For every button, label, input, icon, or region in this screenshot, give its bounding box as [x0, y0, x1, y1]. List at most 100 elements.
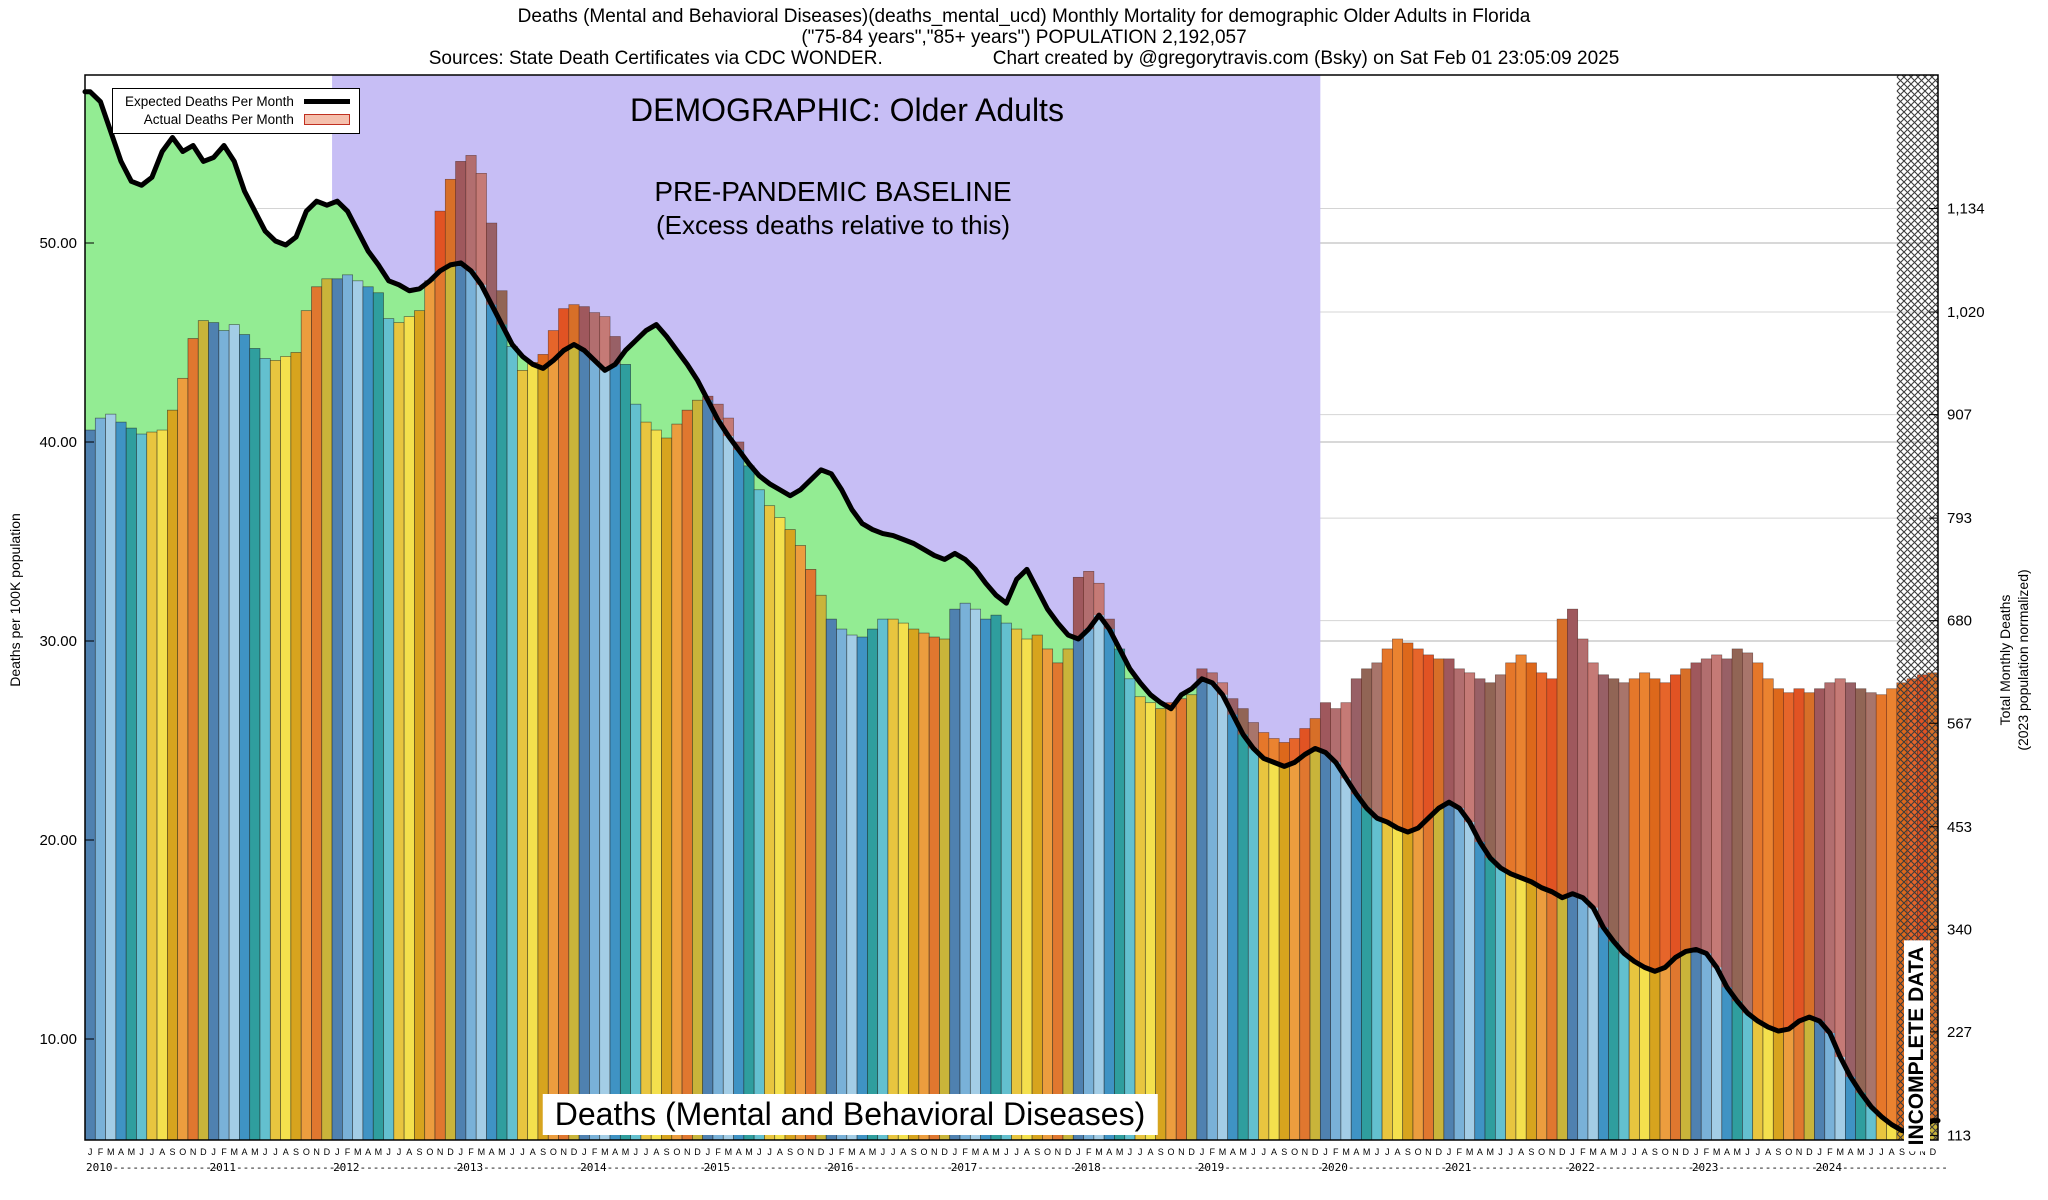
month-letter: S [1899, 1147, 1905, 1157]
bar [1011, 628, 1023, 1141]
month-letter: O [1909, 1147, 1916, 1157]
month-letter: N [1055, 1147, 1062, 1157]
excess-overlay [1227, 698, 1238, 715]
excess-overlay [1371, 662, 1383, 819]
month-letter: S [293, 1147, 299, 1157]
bar [671, 423, 683, 1141]
excess-overlay [1454, 668, 1465, 809]
excess-overlay [1752, 662, 1763, 1022]
expected-line-swatch [303, 98, 350, 104]
month-letter: A [1600, 1147, 1606, 1157]
excess-overlay [1660, 682, 1671, 968]
month-letter: J [767, 1147, 772, 1157]
bar [887, 618, 899, 1141]
bar [897, 622, 909, 1141]
excess-overlay [1783, 692, 1794, 1030]
bar [784, 529, 796, 1141]
excess-overlay [1649, 678, 1661, 972]
month-letter: S [540, 1147, 546, 1157]
bar [1052, 662, 1064, 1141]
bar [949, 608, 961, 1141]
bar [218, 330, 230, 1141]
excess-overlay [1207, 672, 1218, 683]
month-letter: A [777, 1147, 783, 1157]
month-letter: M [1713, 1147, 1721, 1157]
bar [372, 292, 384, 1141]
bar [558, 308, 570, 1141]
excess-overlay [1505, 662, 1516, 874]
month-letter: J [644, 1147, 649, 1157]
month-letter: J [1622, 1147, 1627, 1157]
bar [156, 429, 168, 1141]
sources-note: Sources: State Death Certificates via CD… [428, 48, 883, 69]
expected-line [82, 89, 1941, 1136]
month-letter: A [653, 1147, 659, 1157]
month-letter: M [869, 1147, 877, 1157]
month-letter: M [1466, 1147, 1474, 1157]
month-letter: J [706, 1147, 711, 1157]
month-letter: J [458, 1147, 463, 1157]
excess-overlay [496, 290, 508, 325]
month-letter: N [1549, 1147, 1556, 1157]
month-letter: J [1756, 1147, 1761, 1157]
left-axis-tick: 40.00 [39, 434, 77, 451]
excess-overlay [1824, 682, 1836, 1034]
excess-overlay [1073, 577, 1084, 640]
bar [1031, 634, 1043, 1141]
month-letter: J [1509, 1147, 1514, 1157]
bar [722, 417, 734, 1141]
excess-overlay [1876, 694, 1887, 1117]
right-axis-tick: 793 [1947, 510, 1972, 527]
left-axis-tick: 30.00 [39, 633, 77, 650]
month-letter: M [498, 1147, 506, 1157]
excess-overlay [1690, 662, 1702, 950]
year-label: 2017---------------- [951, 1161, 1083, 1174]
excess-overlay [445, 179, 456, 265]
bar [496, 290, 508, 1141]
month-letter: M [1610, 1147, 1618, 1157]
bar [208, 322, 220, 1141]
excess-overlay [1804, 692, 1815, 1018]
month-letter: M [848, 1147, 856, 1157]
bar [836, 628, 848, 1141]
month-letter: J [263, 1147, 268, 1157]
month-letter: A [612, 1147, 618, 1157]
bar [311, 286, 323, 1141]
chart-title: Deaths (Mental and Behavioral Diseases)(… [517, 6, 1531, 27]
bar [815, 594, 827, 1141]
excess-overlay [1299, 728, 1311, 755]
month-letter: J [335, 1147, 340, 1157]
excess-overlay [476, 173, 487, 285]
year-label: 2013---------------- [457, 1161, 589, 1174]
bar [1042, 648, 1054, 1141]
bar [712, 403, 724, 1141]
excess-overlay [1773, 688, 1784, 1032]
month-letter: O [550, 1147, 557, 1157]
excess-overlay [1515, 654, 1527, 878]
month-letter: J [397, 1147, 402, 1157]
month-letter: F [1580, 1147, 1586, 1157]
excess-overlay [1237, 708, 1249, 735]
bar [568, 304, 580, 1141]
excess-overlay [1814, 688, 1825, 1022]
bottom-series-label: Deaths (Mental and Behavioral Diseases) [542, 1094, 1158, 1135]
right-axis-tick: 113 [1947, 1127, 1971, 1144]
bar [753, 489, 765, 1141]
month-letter: J [1200, 1147, 1205, 1157]
excess-overlay [1587, 662, 1599, 908]
bar [517, 370, 529, 1141]
month-letter: J [88, 1147, 93, 1157]
excess-overlay [1196, 668, 1208, 679]
bar [918, 632, 930, 1141]
excess-overlay [1577, 639, 1588, 898]
bar [1114, 648, 1126, 1141]
month-letter: J [139, 1147, 144, 1157]
bar [393, 322, 405, 1141]
month-letter: O [426, 1147, 433, 1157]
baseline-annotation-line1: PRE-PANDEMIC BASELINE [654, 176, 1012, 207]
excess-overlay [1402, 642, 1413, 833]
bar [403, 316, 415, 1141]
bar [867, 628, 879, 1141]
month-letter: M [972, 1147, 980, 1157]
excess-overlay [1217, 682, 1228, 695]
